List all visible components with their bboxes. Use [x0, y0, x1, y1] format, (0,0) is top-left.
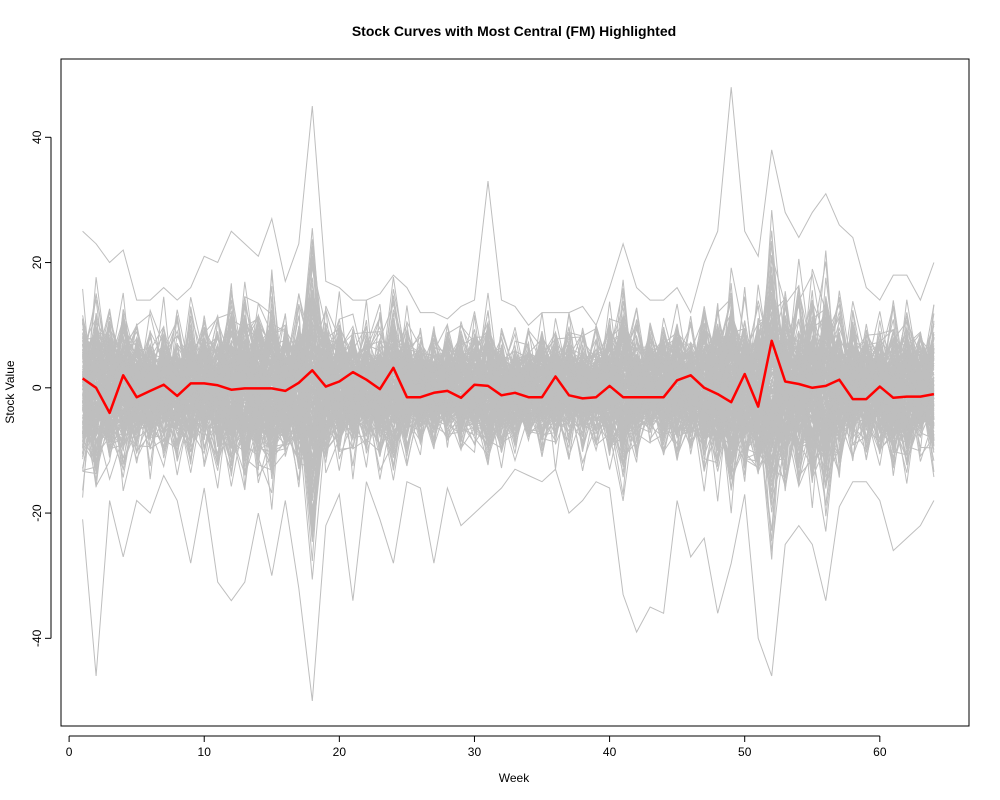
background-series-group	[82, 87, 935, 701]
background-series-line	[82, 273, 935, 457]
background-series-line	[82, 264, 935, 481]
y-axis-label: Stock Value	[3, 360, 17, 423]
plot-frame	[60, 58, 970, 727]
background-series-line	[82, 291, 935, 460]
background-series-line	[82, 87, 935, 327]
x-tick-label: 20	[333, 745, 347, 759]
background-series-line	[82, 468, 935, 701]
x-axis: 0 10 20 30 40 50 60	[66, 735, 887, 759]
y-tick-label: 0	[30, 384, 44, 391]
highlight-series-group	[81, 339, 935, 415]
background-series-line	[82, 276, 934, 469]
background-series-line	[82, 309, 935, 468]
y-tick-label: 20	[30, 256, 44, 270]
x-axis-label: Week	[499, 771, 530, 785]
x-tick-label: 50	[738, 745, 752, 759]
chart-title: Stock Curves with Most Central (FM) High…	[352, 23, 676, 39]
background-series-line	[82, 315, 935, 461]
y-tick-label: -40	[30, 629, 44, 647]
y-tick-label: 40	[30, 130, 44, 144]
background-series-line	[82, 292, 935, 467]
x-tick-label: 40	[603, 745, 617, 759]
x-tick-label: 60	[873, 745, 887, 759]
background-series-line	[82, 311, 935, 465]
y-axis: -40 -20 0 20 40	[30, 130, 52, 647]
background-series-line	[82, 299, 935, 465]
background-series-line	[82, 324, 935, 452]
highlight-series-line	[81, 339, 935, 415]
y-tick-label: -20	[30, 504, 44, 522]
x-tick-label: 10	[198, 745, 212, 759]
x-tick-label: 0	[66, 745, 73, 759]
x-tick-label: 30	[468, 745, 482, 759]
